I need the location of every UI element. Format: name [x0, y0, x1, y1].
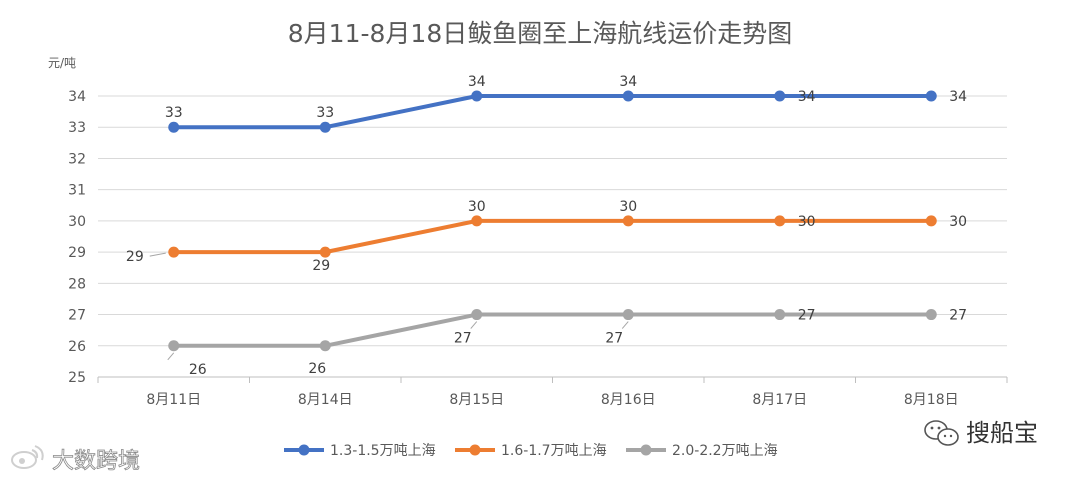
legend-label: 1.3-1.5万吨上海: [330, 443, 436, 459]
data-point: [622, 309, 634, 321]
data-label: 34: [798, 89, 816, 105]
series-line: [171, 94, 934, 130]
y-axis-unit: 元/吨: [48, 56, 76, 70]
data-label: 34: [949, 89, 967, 105]
data-point: [925, 309, 937, 321]
legend-swatch-marker: [469, 444, 481, 456]
y-tick-label: 28: [68, 276, 86, 292]
data-label: 27: [605, 331, 623, 347]
data-label: 27: [949, 308, 967, 324]
data-point: [774, 215, 786, 227]
data-label: 33: [316, 105, 334, 121]
series-line: [171, 218, 934, 255]
y-tick-label: 32: [68, 151, 86, 167]
legend-label: 2.0-2.2万吨上海: [672, 443, 778, 459]
label-leader-line: [621, 321, 629, 329]
data-point: [622, 90, 634, 102]
legend-item: 2.0-2.2万吨上海: [626, 443, 778, 459]
data-point: [319, 121, 331, 133]
gridlines: [98, 95, 1007, 378]
data-label: 34: [468, 74, 486, 90]
y-tick-label: 31: [68, 183, 86, 199]
data-label: 27: [798, 308, 816, 324]
legend-swatch-marker: [640, 444, 652, 456]
data-point: [622, 215, 634, 227]
y-tick-label: 33: [68, 120, 86, 136]
wechat-logo-icon: [924, 420, 959, 446]
x-axis: 8月11日 8月14日 8月15日 8月16日 8月17日 8月18日: [97, 377, 1008, 408]
data-label: 29: [126, 249, 144, 265]
data-point: [168, 340, 180, 352]
data-point: [471, 90, 483, 102]
series-3: 26 26 27 27 27 27: [167, 308, 967, 378]
data-point: [925, 215, 937, 227]
series-2: 29 29 30 30 30 30: [126, 199, 967, 274]
y-tick-label: 27: [68, 308, 86, 324]
series-line: [171, 312, 934, 348]
y-tick-label: 34: [68, 89, 86, 105]
data-label: 30: [798, 214, 816, 230]
data-point: [774, 309, 786, 321]
chart-title: 8月11-8月18日鲅鱼圈至上海航线运价走势图: [288, 19, 792, 48]
label-leader-line: [470, 321, 478, 329]
legend: 1.3-1.5万吨上海 1.6-1.7万吨上海 2.0-2.2万吨上海: [284, 443, 778, 459]
watermark-left: 大数跨境: [11, 445, 140, 474]
data-point: [925, 90, 937, 102]
watermark-left-text: 大数跨境: [52, 449, 140, 474]
data-point: [168, 246, 180, 258]
data-label: 34: [619, 74, 637, 90]
x-tick-label: 8月18日: [904, 392, 959, 408]
data-point: [471, 309, 483, 321]
x-tick-label: 8月16日: [601, 392, 656, 408]
x-tick-label: 8月17日: [752, 392, 807, 408]
legend-swatch-marker: [298, 444, 310, 456]
y-tick-label: 30: [68, 214, 86, 230]
x-tick-label: 8月15日: [449, 392, 504, 408]
x-tick-label: 8月14日: [298, 392, 353, 408]
data-label: 26: [189, 362, 207, 378]
data-label: 29: [312, 258, 330, 274]
x-tick-label: 8月11日: [146, 392, 201, 408]
data-label: 30: [619, 199, 637, 215]
data-label: 30: [468, 199, 486, 215]
label-leader-line: [149, 252, 166, 257]
legend-item: 1.6-1.7万吨上海: [455, 443, 607, 459]
data-label: 26: [308, 361, 326, 377]
data-point: [774, 90, 786, 102]
y-tick-label: 29: [68, 245, 86, 261]
series-1: 33 33 34 34 34 34: [165, 74, 967, 133]
legend-label: 1.6-1.7万吨上海: [501, 443, 607, 459]
data-point: [319, 340, 331, 352]
data-point: [168, 121, 180, 133]
data-label: 27: [454, 331, 472, 347]
data-label: 30: [949, 214, 967, 230]
legend-item: 1.3-1.5万吨上海: [284, 443, 436, 459]
label-leader-line: [167, 352, 175, 361]
data-point: [319, 246, 331, 258]
watermark-right-text: 搜船宝: [966, 419, 1038, 447]
y-tick-label: 26: [68, 339, 86, 355]
watermark-right: 搜船宝: [924, 419, 1038, 447]
y-tick-label: 25: [68, 370, 86, 386]
series-group: 33 33 34 34 34 34 29 29 30 30 30 30 26 26 27 27 27 27: [126, 74, 967, 378]
data-label: 33: [165, 105, 183, 121]
data-point: [471, 215, 483, 227]
y-axis-ticks: 25 26 27 28 29 30 31 32 33 34: [68, 89, 86, 386]
weibo-logo-icon: [11, 445, 44, 469]
